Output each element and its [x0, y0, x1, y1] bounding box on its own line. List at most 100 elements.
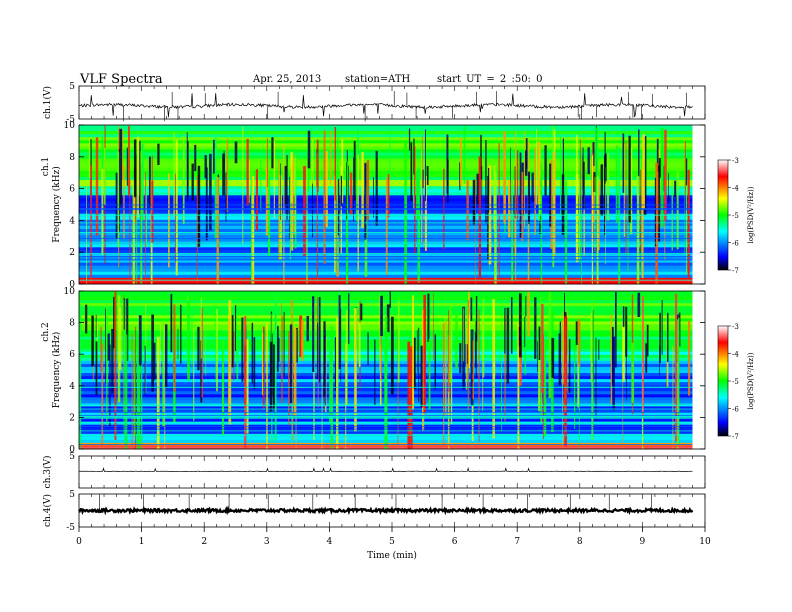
spectrogram-streak	[196, 175, 198, 284]
spectrogram-streak	[231, 314, 234, 368]
spectrogram-streak	[516, 150, 519, 220]
colorbar-label: log(PSD(V²/Hz))	[747, 352, 755, 409]
spectrogram-streak	[552, 151, 556, 258]
spectrogram-streak	[510, 297, 513, 354]
y-tick-label: 8	[69, 319, 75, 329]
spectrogram-streak	[642, 134, 646, 210]
spectrogram-streak	[413, 337, 416, 390]
spectrogram-streak	[606, 153, 610, 221]
spectrogram-streak	[481, 166, 483, 199]
spectrogram-streak	[600, 164, 604, 216]
spectrogram-streak	[255, 169, 259, 231]
spectrogram-streak	[421, 150, 423, 243]
spectrogram-streak	[361, 151, 364, 229]
spectrogram-row	[79, 167, 693, 172]
spectrogram-streak	[487, 176, 489, 260]
spectrogram-streak	[688, 320, 691, 396]
spectrogram-streak	[524, 130, 525, 227]
spectrogram-streak	[655, 162, 659, 284]
spectrogram-streak	[299, 315, 303, 357]
spectrogram-streak	[138, 315, 142, 366]
spectrogram-streak	[353, 157, 355, 222]
spectrogram-streak	[674, 180, 677, 197]
spectrogram-streak	[129, 179, 131, 283]
spectrogram-streak	[658, 157, 661, 178]
spectrogram-streak	[79, 304, 82, 449]
spectrogram-streak	[266, 138, 269, 188]
spectrogram-streak	[139, 140, 141, 210]
spectrogram-streak	[334, 337, 337, 391]
spectrogram-streak	[417, 168, 421, 283]
spectrogram-streak	[145, 178, 147, 248]
spectrogram-streak	[485, 140, 487, 224]
spectrogram-streak	[506, 307, 510, 384]
spectrogram-streak	[273, 140, 275, 219]
spectrogram-streak	[216, 308, 218, 392]
spectrogram-row	[79, 134, 693, 138]
spectrogram-row	[79, 312, 693, 316]
spectrogram-row	[79, 253, 693, 257]
spectrogram-streak	[684, 162, 686, 254]
spectrogram-streak	[622, 133, 625, 193]
spectrogram-streak	[200, 340, 203, 403]
spectrogram-streak	[615, 145, 618, 223]
x-tick-label: 3	[264, 537, 270, 547]
spectrogram-streak	[222, 153, 225, 196]
spectrogram-streak	[548, 291, 552, 399]
spectrogram-streak	[541, 304, 544, 393]
spectrogram-streak	[329, 130, 332, 184]
spectrogram-streak	[86, 178, 88, 284]
spectrogram-streak	[293, 326, 296, 417]
spectrogram-streak	[385, 316, 388, 449]
spectrogram-streak	[478, 309, 480, 442]
spectrogram-streak	[659, 312, 661, 364]
spectrogram-streak	[643, 136, 647, 216]
colorbar-tick-label: -6	[732, 406, 739, 414]
y-tick-label: 6	[69, 185, 75, 195]
spectrogram-streak	[234, 305, 237, 352]
spectrogram-row	[79, 137, 693, 141]
spectrogram-streak	[140, 150, 143, 284]
spectrogram-streak	[537, 341, 538, 373]
spectrogram-streak	[593, 172, 596, 193]
spectrogram-streak	[136, 333, 140, 449]
spectrogram-streak	[194, 144, 197, 172]
spectrogram-streak	[135, 326, 137, 449]
spectrogram-streak	[604, 154, 606, 235]
spectrogram-streak	[100, 326, 102, 372]
spectrogram-streak	[209, 153, 212, 231]
spectrogram-streak	[365, 164, 367, 188]
y-tick-label: 2	[69, 413, 75, 423]
spectrogram-streak	[562, 138, 564, 190]
spectrogram-streak	[428, 339, 431, 410]
spectrogram-streak	[622, 339, 624, 449]
spectrogram-streak	[253, 337, 256, 390]
spectrogram-streak	[433, 293, 435, 361]
spectrogram-streak	[592, 142, 595, 166]
colorbar	[717, 159, 729, 271]
spectrogram-streak	[316, 153, 319, 284]
spectrogram-streak	[269, 341, 273, 412]
spectrogram-row	[79, 152, 693, 156]
channel-label: ch.1	[41, 157, 51, 176]
spectrogram-streak	[422, 169, 424, 189]
spectrogram-streak	[551, 338, 555, 378]
spectrogram-streak	[421, 136, 423, 246]
y-tick-label: 5	[69, 452, 75, 462]
spectrogram-streak	[591, 300, 594, 441]
spectrogram-streak	[577, 344, 580, 408]
spectrogram-streak	[498, 143, 500, 284]
spectrogram-streak	[413, 138, 415, 175]
spectrogram-row	[79, 250, 693, 254]
spectrogram-row	[79, 161, 693, 166]
spectrogram-streak	[519, 152, 522, 238]
spectrogram-streak	[410, 346, 413, 449]
spectrogram-streak	[475, 176, 476, 284]
spectrogram-streak	[246, 138, 249, 207]
spectrogram-streak	[676, 171, 679, 250]
spectrogram-streak	[212, 139, 216, 174]
spectrogram-streak	[291, 164, 294, 251]
colorbar-tick-label: -3	[732, 157, 739, 165]
x-tick-label: 6	[452, 537, 458, 547]
spectrogram-streak	[262, 326, 265, 410]
